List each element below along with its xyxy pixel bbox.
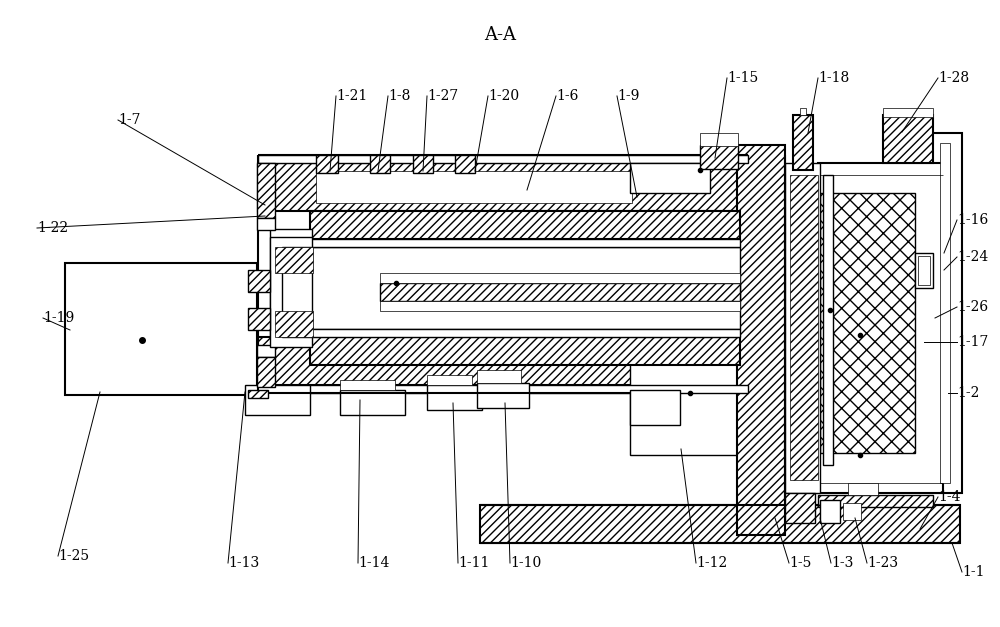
Text: 1-27: 1-27 (427, 89, 458, 103)
Bar (380, 301, 740, 311)
Bar (258, 155, 748, 163)
Polygon shape (848, 483, 878, 495)
Text: 1-26: 1-26 (957, 300, 988, 314)
Text: 1-17: 1-17 (957, 335, 988, 349)
Bar (245, 385, 310, 415)
Text: 1-12: 1-12 (696, 556, 727, 570)
Bar (316, 155, 338, 173)
Bar (477, 383, 529, 408)
Polygon shape (270, 237, 312, 347)
Bar (427, 385, 482, 410)
Bar (413, 155, 433, 173)
Bar (785, 163, 820, 493)
Bar (275, 311, 313, 337)
Text: 1-9: 1-9 (617, 89, 639, 103)
Text: 1-28: 1-28 (938, 71, 969, 85)
Text: 1-13: 1-13 (228, 556, 259, 570)
Text: 1-24: 1-24 (957, 250, 988, 264)
Bar (480, 505, 960, 543)
Bar (820, 193, 915, 453)
Bar (258, 163, 748, 211)
Bar (455, 155, 475, 173)
Text: 1-7: 1-7 (118, 113, 140, 127)
Text: 1-22: 1-22 (37, 221, 68, 235)
Text: 1-14: 1-14 (358, 556, 389, 570)
Bar (818, 163, 943, 493)
Bar (818, 495, 933, 507)
Bar (630, 390, 680, 425)
Bar (310, 329, 740, 337)
Bar (316, 171, 632, 203)
Text: 1-20: 1-20 (488, 89, 519, 103)
Bar (340, 380, 395, 390)
Text: 1-16: 1-16 (957, 213, 988, 227)
Bar (310, 337, 740, 365)
Bar (793, 115, 813, 170)
Bar (737, 145, 785, 535)
Text: 1-19: 1-19 (43, 311, 74, 325)
Text: 1-4: 1-4 (938, 490, 960, 504)
Bar (918, 256, 930, 285)
Bar (700, 133, 738, 146)
Text: 1-15: 1-15 (727, 71, 758, 85)
Bar (820, 500, 840, 523)
Bar (65, 263, 257, 395)
Bar (310, 239, 740, 247)
Bar (380, 283, 740, 301)
Bar (257, 357, 275, 387)
Text: 1-23: 1-23 (867, 556, 898, 570)
Bar (700, 145, 738, 169)
Text: 1-18: 1-18 (818, 71, 849, 85)
Text: A-A: A-A (484, 26, 516, 44)
Bar (883, 108, 933, 117)
Text: 1-1: 1-1 (962, 565, 984, 579)
Text: 1-5: 1-5 (789, 556, 811, 570)
Bar (380, 273, 740, 283)
Text: 1-6: 1-6 (556, 89, 578, 103)
Bar (258, 337, 748, 385)
Bar (630, 163, 710, 193)
Bar (477, 370, 521, 383)
Bar (248, 270, 270, 292)
Bar (310, 247, 740, 329)
Bar (257, 218, 275, 230)
Bar (248, 390, 268, 398)
Bar (340, 390, 405, 415)
Bar (785, 493, 815, 523)
Bar (630, 330, 750, 455)
Bar (427, 375, 472, 385)
Bar (258, 385, 748, 393)
Bar (883, 115, 933, 163)
Bar (310, 211, 740, 239)
Bar (930, 133, 962, 493)
Bar (257, 163, 275, 218)
Bar (843, 503, 861, 520)
Bar (915, 253, 933, 288)
Text: 1-11: 1-11 (458, 556, 489, 570)
Text: 1-10: 1-10 (510, 556, 541, 570)
Text: 1-3: 1-3 (831, 556, 853, 570)
Text: 1-25: 1-25 (58, 549, 89, 563)
Bar (248, 308, 270, 330)
Bar (370, 155, 390, 173)
Bar (257, 345, 275, 357)
Text: 1-21: 1-21 (336, 89, 367, 103)
Bar (270, 229, 312, 337)
Bar (275, 247, 313, 273)
Bar (800, 108, 806, 115)
Bar (940, 143, 950, 483)
Text: 1-2: 1-2 (957, 386, 979, 400)
Bar (823, 175, 833, 465)
Bar (790, 175, 818, 480)
Text: 1-8: 1-8 (388, 89, 410, 103)
